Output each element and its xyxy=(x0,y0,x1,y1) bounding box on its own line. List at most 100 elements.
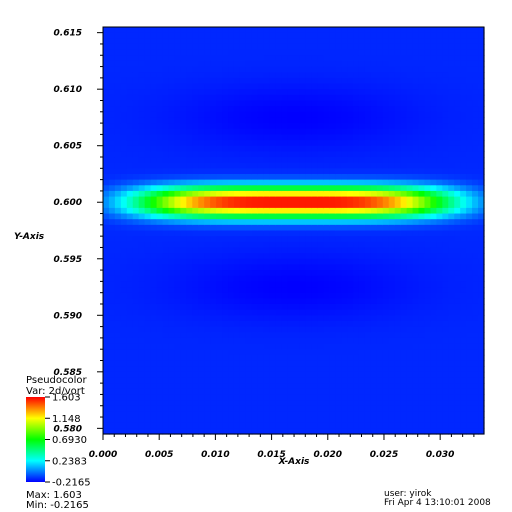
heatmap-cell xyxy=(126,190,134,198)
heatmap-cell xyxy=(347,38,354,45)
heatmap-cell xyxy=(216,43,223,51)
heatmap-cell xyxy=(180,145,187,152)
heatmap-cell xyxy=(341,83,348,90)
heatmap-cell xyxy=(323,230,330,237)
heatmap-cell xyxy=(150,405,158,412)
heatmap-cell xyxy=(281,292,289,299)
heatmap-cell xyxy=(442,117,449,124)
heatmap-cell xyxy=(329,207,336,215)
heatmap-cell xyxy=(364,196,372,203)
heatmap-cell xyxy=(192,298,199,305)
heatmap-cell xyxy=(126,343,134,350)
heatmap-cell xyxy=(216,371,223,379)
heatmap-cell xyxy=(329,219,336,226)
heatmap-cell xyxy=(406,270,414,277)
y-tick-label: 0.605 xyxy=(54,142,82,152)
heatmap-cell xyxy=(382,264,390,271)
heatmap-cell xyxy=(370,287,378,294)
heatmap-cell xyxy=(126,315,134,322)
heatmap-cell xyxy=(210,134,217,141)
heatmap-cell xyxy=(329,60,336,68)
heatmap-cell xyxy=(144,247,152,254)
heatmap-cell xyxy=(406,100,414,107)
heatmap-cell xyxy=(275,388,283,396)
heatmap-cell xyxy=(198,417,205,424)
heatmap-cell xyxy=(430,258,437,266)
heatmap-cell xyxy=(263,213,271,220)
heatmap-cell xyxy=(317,377,324,384)
heatmap-cell xyxy=(174,43,181,51)
heatmap-cell xyxy=(257,287,265,294)
heatmap-cell xyxy=(323,123,330,130)
heatmap-cell xyxy=(466,292,473,299)
heatmap-cell xyxy=(233,281,241,288)
heatmap-cell xyxy=(126,77,134,85)
heatmap-cell xyxy=(412,264,420,271)
heatmap-cell xyxy=(156,371,164,379)
heatmap-cell xyxy=(186,343,193,350)
heatmap-cell xyxy=(299,27,306,34)
heatmap-cell xyxy=(108,349,116,356)
heatmap-cell xyxy=(138,145,146,152)
heatmap-cell xyxy=(108,190,116,198)
heatmap-cell xyxy=(376,123,384,130)
heatmap-cell xyxy=(460,377,467,384)
heatmap-cell xyxy=(293,320,301,328)
heatmap-cell xyxy=(281,366,289,373)
heatmap-cell xyxy=(299,162,306,169)
heatmap-cell xyxy=(162,270,170,277)
heatmap-cell xyxy=(174,337,181,345)
heatmap-cell xyxy=(192,173,199,181)
heatmap-cell xyxy=(233,315,241,322)
heatmap-cell xyxy=(364,258,372,266)
heatmap-cell xyxy=(150,77,158,85)
heatmap-cell xyxy=(382,66,390,73)
heatmap-cell xyxy=(216,343,223,350)
heatmap-cell xyxy=(394,303,402,311)
heatmap-cell xyxy=(132,207,140,215)
heatmap-cell xyxy=(311,405,318,412)
heatmap-cell xyxy=(275,185,283,192)
heatmap-cell xyxy=(233,349,241,356)
heatmap-cell xyxy=(287,326,295,333)
x-axis-ticks: 0.000 0.005 0.010 0.015 0.020 0.025 0.030 xyxy=(89,434,475,460)
heatmap-cell xyxy=(323,247,330,254)
heatmap-cell xyxy=(358,190,366,198)
heatmap-cell xyxy=(329,326,336,333)
heatmap-cell xyxy=(138,66,146,73)
heatmap-cell xyxy=(394,100,402,107)
heatmap-cell xyxy=(156,77,164,85)
heatmap-cell xyxy=(126,89,134,96)
heatmap-cell xyxy=(472,151,479,158)
heatmap-cell xyxy=(454,157,461,164)
heatmap-cell xyxy=(448,270,455,277)
heatmap-cell xyxy=(138,253,146,260)
heatmap-cell xyxy=(239,202,247,209)
heatmap-cell xyxy=(370,66,378,73)
heatmap-cell xyxy=(406,27,414,34)
heatmap-cell xyxy=(198,320,205,328)
heatmap-cell xyxy=(281,128,289,135)
heatmap-cell xyxy=(412,349,420,356)
heatmap-cell xyxy=(114,213,122,220)
heatmap-cell xyxy=(329,100,336,107)
heatmap-cell xyxy=(132,38,140,45)
heatmap-cell xyxy=(478,89,485,96)
heatmap-cell xyxy=(174,32,181,39)
heatmap-cell xyxy=(257,83,265,90)
heatmap-cell xyxy=(329,417,336,424)
heatmap-cell xyxy=(222,66,229,73)
heatmap-cell xyxy=(186,337,193,345)
heatmap-cell xyxy=(269,337,277,345)
heatmap-cell xyxy=(454,354,461,362)
heatmap-cell xyxy=(478,128,485,135)
heatmap-cell xyxy=(376,185,384,192)
heatmap-cell xyxy=(400,202,408,209)
heatmap-cell xyxy=(174,428,181,435)
heatmap-cell xyxy=(358,207,366,215)
heatmap-cell xyxy=(103,151,110,158)
heatmap-cell xyxy=(376,264,384,271)
heatmap-cell xyxy=(222,49,229,56)
heatmap-cell xyxy=(228,27,235,34)
heatmap-cell xyxy=(132,354,140,362)
